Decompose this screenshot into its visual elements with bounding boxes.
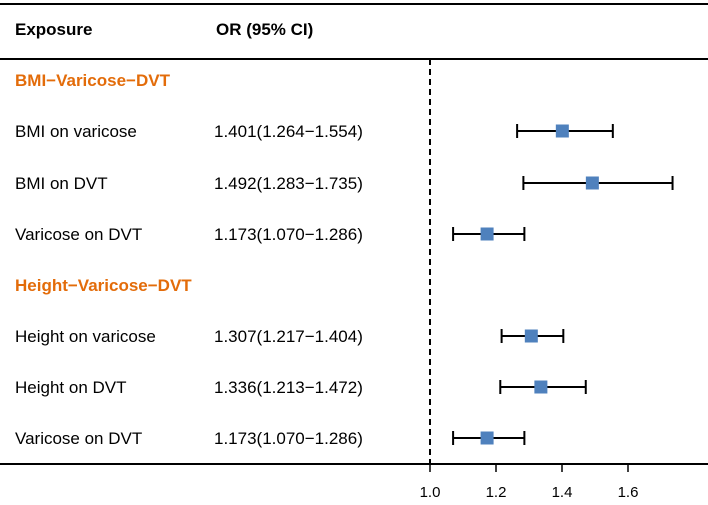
row-ci: 1.173(1.070−1.286) [214,429,363,448]
point-estimate-marker [524,329,538,343]
row-label: Varicose on DVT [15,225,143,244]
point-estimate-marker [555,124,569,138]
row-ci: 1.401(1.264−1.554) [214,122,363,141]
x-tick-label: 1.6 [618,484,639,501]
row-label: BMI on DVT [15,174,108,193]
group-title-bmi: BMI−Varicose−DVT [15,71,170,90]
header-rule [0,58,708,60]
or-ci-header: OR (95% CI) [216,20,314,39]
exposure-header: Exposure [15,20,93,39]
x-tick-label: 1.4 [552,484,573,501]
row-ci: 1.336(1.213−1.472) [214,378,363,397]
point-estimate-marker [480,227,494,241]
row-ci: 1.173(1.070−1.286) [214,225,363,244]
point-estimate-marker [585,176,599,190]
x-tick-label: 1.2 [486,484,507,501]
row-label: Varicose on DVT [15,429,143,448]
top-rule [0,3,708,5]
point-estimate-marker [480,431,494,445]
row-ci: 1.492(1.283−1.735) [214,174,363,193]
group-title-height: Height−Varicose−DVT [15,276,192,295]
x-tick-label: 1.0 [420,484,441,501]
point-estimate-marker [534,380,548,394]
row-label: Height on varicose [15,327,156,346]
row-ci: 1.307(1.217−1.404) [214,327,363,346]
row-label: BMI on varicose [15,122,137,141]
bottom-rule [0,463,708,465]
row-label: Height on DVT [15,378,127,397]
